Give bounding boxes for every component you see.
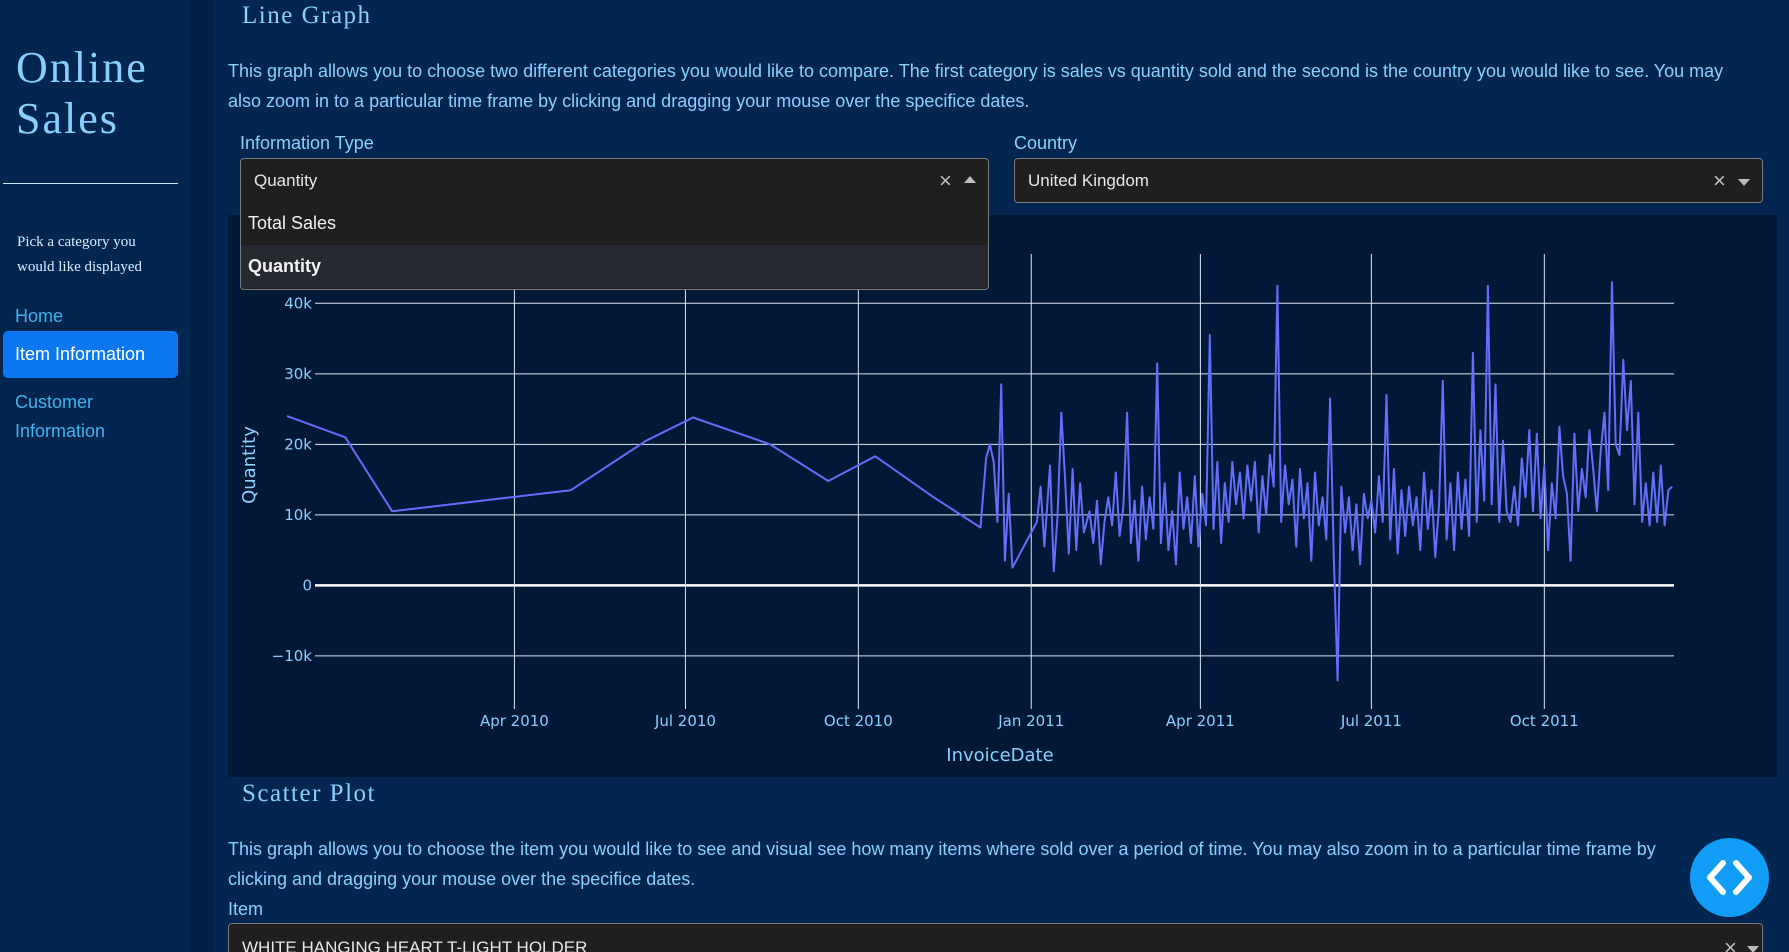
chevron-up-icon[interactable] <box>964 176 976 183</box>
x-tick-label: Oct 2010 <box>824 712 893 730</box>
item-dropdown[interactable]: WHITE HANGING HEART T-LIGHT HOLDER × <box>228 923 1763 952</box>
line-graph-heading: Line Graph <box>242 2 372 29</box>
sidebar: Online Sales Pick a category you would l… <box>0 0 190 952</box>
information-type-menu: Total Sales Quantity <box>240 202 989 290</box>
nav-customer-information[interactable]: Customer Information <box>15 392 106 441</box>
x-tick-label: Jul 2010 <box>654 712 716 730</box>
app-title-line1: Online <box>16 43 148 92</box>
y-tick-label: 30k <box>284 365 312 383</box>
option-quantity[interactable]: Quantity <box>241 245 988 288</box>
line-chart-svg[interactable]: −10k 0 10k 20k 30k 40k Apr 2010 Jul 2010 Oct 201… <box>228 215 1777 777</box>
sidebar-description: Pick a category you would like displayed <box>17 234 142 275</box>
country-dropdown[interactable]: United Kingdom × <box>1014 158 1763 203</box>
country-value: United Kingdom <box>1028 171 1149 190</box>
y-tick-label: 10k <box>284 506 312 524</box>
app-title-line2: Sales <box>16 94 119 143</box>
item-value: WHITE HANGING HEART T-LIGHT HOLDER <box>242 938 588 952</box>
y-tick-label: 20k <box>284 435 312 453</box>
option-total-sales[interactable]: Total Sales <box>248 213 337 233</box>
y-tick-label: −10k <box>272 647 313 665</box>
clear-x-icon[interactable]: × <box>1713 168 1726 193</box>
code-brackets-icon[interactable] <box>1690 838 1769 917</box>
clear-x-icon[interactable]: × <box>939 168 952 193</box>
x-axis-title: InvoiceDate <box>946 745 1053 766</box>
x-tick-label: Jul 2011 <box>1340 712 1402 730</box>
scatter-plot-description: This graph allows you to choose the item… <box>228 839 1656 889</box>
line-chart[interactable]: −10k 0 10k 20k 30k 40k Apr 2010 Jul 2010 Oct 201… <box>228 215 1777 777</box>
y-axis-title: Quantity <box>239 426 260 504</box>
nav-home[interactable]: Home <box>15 306 64 326</box>
x-tick-label: Oct 2011 <box>1510 712 1579 730</box>
clear-x-icon[interactable]: × <box>1724 935 1737 952</box>
sidebar-edge <box>190 0 214 952</box>
x-tick-label: Apr 2011 <box>1166 712 1235 730</box>
y-tick-label: 40k <box>284 294 312 312</box>
line-graph-description: This graph allows you to choose two diff… <box>228 61 1724 111</box>
sidebar-divider <box>3 183 178 184</box>
chevron-down-icon[interactable] <box>1747 946 1759 952</box>
item-label: Item <box>228 899 264 919</box>
country-label: Country <box>1014 133 1078 153</box>
scatter-plot-heading: Scatter Plot <box>242 780 376 807</box>
information-type-dropdown[interactable]: Quantity × <box>240 158 989 203</box>
nav-item-information[interactable]: Item Information <box>3 331 178 378</box>
y-tick-label: 0 <box>302 576 312 594</box>
app-title: Online Sales <box>16 42 148 144</box>
x-tick-label: Jan 2011 <box>997 712 1064 730</box>
series-line[interactable] <box>286 281 1673 682</box>
chevron-down-icon[interactable] <box>1738 179 1750 186</box>
information-type-value: Quantity <box>254 171 318 190</box>
information-type-label: Information Type <box>240 133 374 153</box>
x-tick-label: Apr 2010 <box>480 712 549 730</box>
